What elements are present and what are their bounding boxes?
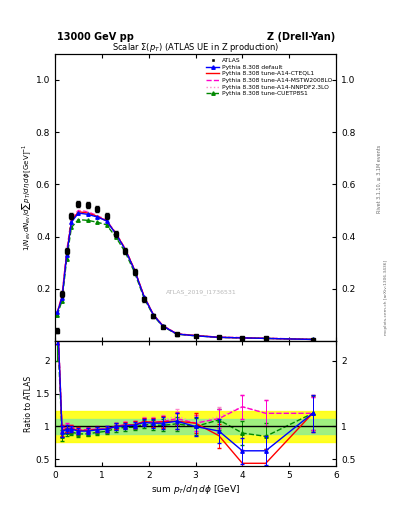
Title: Scalar $\Sigma(p_T)$ (ATLAS UE in Z production): Scalar $\Sigma(p_T)$ (ATLAS UE in Z prod…	[112, 41, 279, 54]
X-axis label: sum $p_T/d\eta\,d\phi$ [GeV]: sum $p_T/d\eta\,d\phi$ [GeV]	[151, 482, 240, 496]
Text: 13000 GeV pp: 13000 GeV pp	[57, 32, 134, 42]
Legend: ATLAS, Pythia 8.308 default, Pythia 8.308 tune-A14-CTEQL1, Pythia 8.308 tune-A14: ATLAS, Pythia 8.308 default, Pythia 8.30…	[205, 57, 333, 98]
Y-axis label: Ratio to ATLAS: Ratio to ATLAS	[24, 375, 33, 432]
Text: Rivet 3.1.10, ≥ 3.1M events: Rivet 3.1.10, ≥ 3.1M events	[377, 145, 382, 214]
Text: Z (Drell-Yan): Z (Drell-Yan)	[267, 32, 335, 42]
Y-axis label: $1/N_{ev}\,dN_{ev}/d\sum p_T/d\eta\,d\phi\,[\mathrm{GeV}]^{-1}$: $1/N_{ev}\,dN_{ev}/d\sum p_T/d\eta\,d\ph…	[20, 143, 33, 251]
Text: mcplots.cern.ch [arXiv:1306.3436]: mcplots.cern.ch [arXiv:1306.3436]	[384, 260, 388, 334]
Text: ATLAS_2019_I1736531: ATLAS_2019_I1736531	[166, 289, 237, 295]
